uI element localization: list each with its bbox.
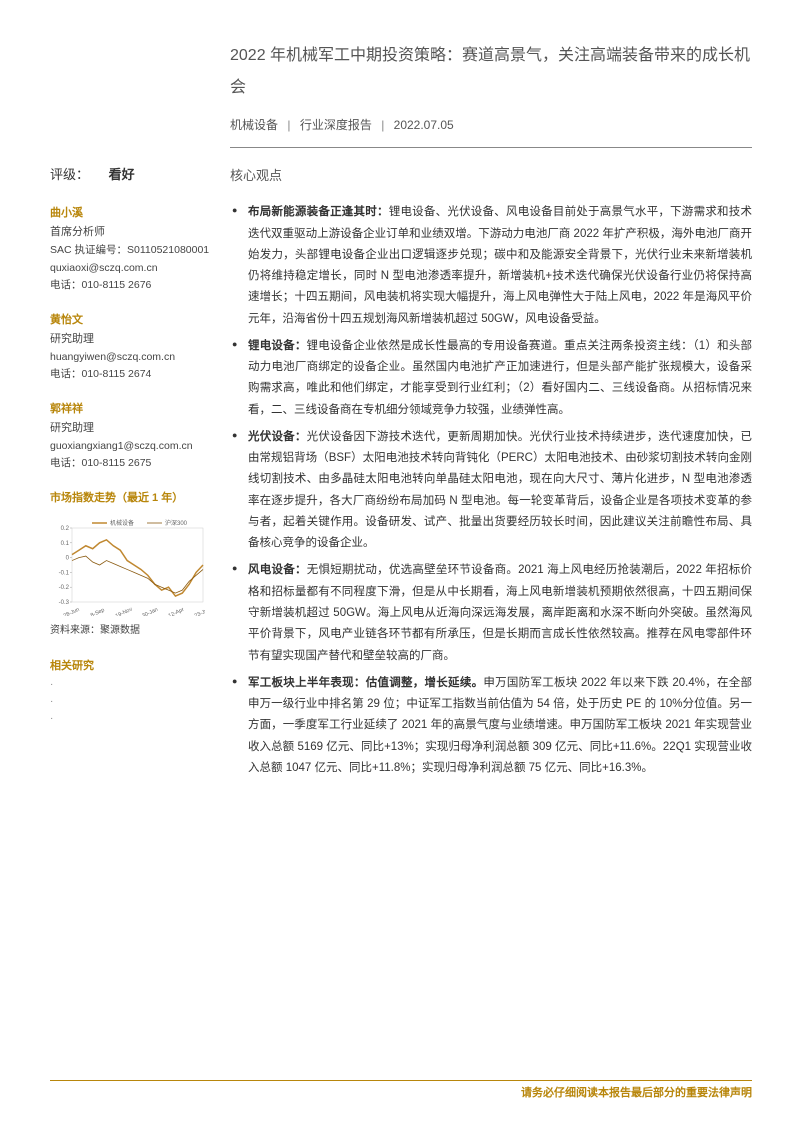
bullet-item: 锂电设备：锂电设备企业依然是成长性最高的专用设备赛道。重点关注两条投资主线：（1… bbox=[230, 336, 752, 421]
svg-text:沪深300: 沪深300 bbox=[165, 519, 188, 527]
bullet-item: 光伏设备：光伏设备因下游技术迭代，更新周期加快。光伏行业技术持续进步，迭代速度加… bbox=[230, 427, 752, 555]
report-date: 2022.07.05 bbox=[394, 118, 454, 132]
svg-text:0: 0 bbox=[66, 556, 70, 562]
related-item: · bbox=[50, 710, 210, 727]
rating-label: 评级： bbox=[50, 167, 89, 182]
bullet-text: 申万国防军工板块 2022 年以来下跌 20.4%，在全部申万一级行业中排名第 … bbox=[248, 677, 752, 774]
market-index-chart: 0.2 0.1 0 -0.1 -0.2 -0.328-Jun 8-Sep 19-Nov 30-J… bbox=[50, 516, 205, 616]
bullet-pre: 军工板块上半年表现： bbox=[248, 677, 366, 689]
bullet-list: 布局新能源装备正逢其时：锂电设备、光伏设备、风电设备目前处于高景气水平，下游需求… bbox=[230, 202, 752, 779]
bullet-heading: 布局新能源装备正逢其时： bbox=[248, 206, 389, 218]
report-title: 2022 年机械军工中期投资策略：赛道高景气，关注高端装备带来的成长机会 bbox=[230, 40, 752, 104]
svg-text:-0.2: -0.2 bbox=[59, 585, 70, 591]
core-view-title: 核心观点 bbox=[230, 164, 752, 188]
svg-text:机械设备: 机械设备 bbox=[110, 519, 134, 527]
rating-value: 看好 bbox=[109, 167, 135, 182]
chart-svg: 0.2 0.1 0 -0.1 -0.2 -0.328-Jun 8-Sep 19-Nov 30-J… bbox=[50, 516, 205, 616]
bullet-heading: 风电设备： bbox=[248, 564, 307, 576]
analyst-role: 首席分析师 bbox=[50, 223, 210, 242]
svg-text:-0.1: -0.1 bbox=[59, 570, 70, 576]
bullet-heading: 锂电设备： bbox=[248, 340, 307, 352]
svg-text:8-Sep: 8-Sep bbox=[90, 607, 106, 616]
main-content: 核心观点 布局新能源装备正逢其时：锂电设备、光伏设备、风电设备目前处于高景气水平… bbox=[230, 164, 752, 1072]
industry-tag: 机械设备 bbox=[230, 118, 278, 132]
svg-text:12-Apr: 12-Apr bbox=[168, 607, 186, 616]
bullet-text: 锂电设备、光伏设备、风电设备目前处于高景气水平，下游需求和技术迭代双重驱动上游设… bbox=[248, 206, 752, 324]
bullet-text: 无惧短期扰动，优选高壁垒环节设备商。2021 海上风电经历抢装潮后，2022 年… bbox=[248, 564, 752, 661]
legal-footer: 请务必仔细阅读本报告最后部分的重要法律声明 bbox=[50, 1080, 752, 1103]
bullet-text: 锂电设备企业依然是成长性最高的专用设备赛道。重点关注两条投资主线：（1）和头部动… bbox=[248, 340, 752, 416]
svg-text:28-Jun: 28-Jun bbox=[63, 607, 81, 616]
chart-source: 资料来源：聚源数据 bbox=[50, 622, 210, 639]
bullet-heading: 光伏设备： bbox=[248, 431, 307, 443]
analyst-block: 郭祥祥 研究助理 guoxiangxiang1@sczq.com.cn 电话：0… bbox=[50, 400, 210, 473]
analyst-role: 研究助理 bbox=[50, 419, 210, 438]
related-research-title: 相关研究 bbox=[50, 657, 210, 676]
report-subtitle: 机械设备 | 行业深度报告 | 2022.07.05 bbox=[230, 116, 752, 135]
svg-text:-0.3: -0.3 bbox=[59, 600, 70, 606]
rating-row: 评级： 看好 bbox=[50, 164, 210, 186]
analyst-email: quxiaoxi@sczq.com.cn bbox=[50, 260, 210, 278]
svg-text:0.2: 0.2 bbox=[61, 526, 70, 532]
bullet-item: 军工板块上半年表现：估值调整，增长延续。申万国防军工板块 2022 年以来下跌 … bbox=[230, 673, 752, 779]
sidebar: 评级： 看好 曲小溪 首席分析师 SAC 执证编号：S0110521080001… bbox=[50, 164, 210, 1072]
report-type: 行业深度报告 bbox=[300, 118, 372, 132]
svg-text:23-Jun: 23-Jun bbox=[194, 607, 205, 616]
analyst-phone: 电话：010-8115 2675 bbox=[50, 455, 210, 473]
bullet-item: 布局新能源装备正逢其时：锂电设备、光伏设备、风电设备目前处于高景气水平，下游需求… bbox=[230, 202, 752, 330]
separator: | bbox=[381, 118, 384, 132]
related-item: · bbox=[50, 693, 210, 710]
svg-text:30-Jan: 30-Jan bbox=[141, 607, 159, 616]
report-header: 2022 年机械军工中期投资策略：赛道高景气，关注高端装备带来的成长机会 机械设… bbox=[230, 40, 752, 148]
svg-text:0.1: 0.1 bbox=[61, 541, 70, 547]
bullet-item: 风电设备：无惧短期扰动，优选高壁垒环节设备商。2021 海上风电经历抢装潮后，2… bbox=[230, 560, 752, 666]
analyst-block: 黄怡文 研究助理 huangyiwen@sczq.com.cn 电话：010-8… bbox=[50, 311, 210, 384]
bullet-text: 光伏设备因下游技术迭代，更新周期加快。光伏行业技术持续进步，迭代速度加快，已由常… bbox=[248, 431, 752, 549]
analyst-phone: 电话：010-8115 2676 bbox=[50, 277, 210, 295]
analyst-email: huangyiwen@sczq.com.cn bbox=[50, 349, 210, 367]
svg-text:19-Nov: 19-Nov bbox=[115, 607, 134, 616]
analyst-name: 曲小溪 bbox=[50, 204, 210, 223]
analyst-name: 郭祥祥 bbox=[50, 400, 210, 419]
separator: | bbox=[287, 118, 290, 132]
analyst-block: 曲小溪 首席分析师 SAC 执证编号：S0110521080001 quxiao… bbox=[50, 204, 210, 295]
chart-title: 市场指数走势（最近 1 年） bbox=[50, 489, 210, 508]
analyst-email: guoxiangxiang1@sczq.com.cn bbox=[50, 438, 210, 456]
analyst-name: 黄怡文 bbox=[50, 311, 210, 330]
analyst-phone: 电话：010-8115 2674 bbox=[50, 366, 210, 384]
analyst-role: 研究助理 bbox=[50, 330, 210, 349]
related-item: · bbox=[50, 676, 210, 693]
analyst-sac: SAC 执证编号：S0110521080001 bbox=[50, 242, 210, 260]
bullet-heading: 估值调整，增长延续。 bbox=[366, 677, 484, 689]
